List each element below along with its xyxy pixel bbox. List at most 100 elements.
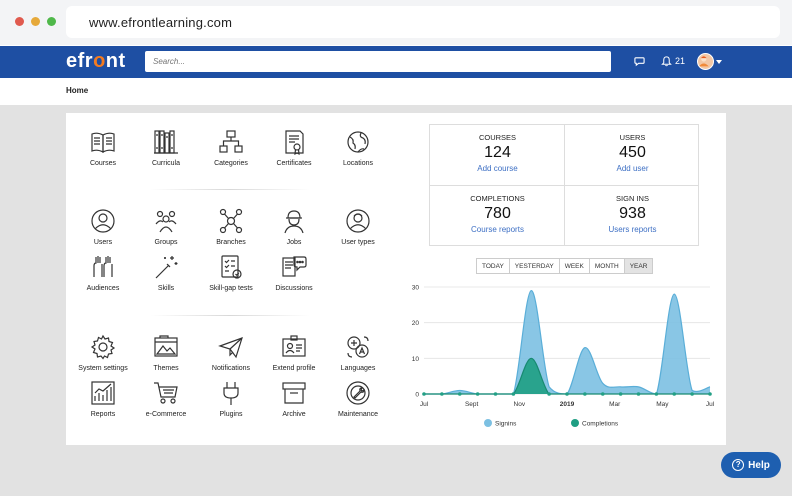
tile-label: Discussions [275,285,313,292]
stat-value: 780 [484,205,511,222]
tile-label: Themes [153,365,179,372]
address-bar-url: www.efrontlearning.com [89,15,233,30]
tile-audiences[interactable]: Audiences [68,253,138,292]
tile-label: Notifications [211,365,251,372]
tile-label: Certificates [276,160,312,167]
x-tick-label: Mar [609,401,621,408]
stat-courses: COURSES 124 Add course [430,125,565,186]
tile-user-types[interactable]: User types [323,207,393,246]
globe-icon [347,131,369,153]
tile-branches[interactable]: Branches [196,207,266,246]
question-icon: ? [732,459,745,471]
tile-groups[interactable]: Groups [131,207,201,246]
data-point [654,392,659,396]
tile-archive[interactable]: Archive [259,379,329,418]
chat-icon[interactable] [634,56,645,67]
language-icon [347,336,369,358]
y-tick-label: 20 [412,320,420,327]
data-point [600,392,605,396]
tile-label: Extend profile [272,365,316,372]
wrench-gear-icon [346,381,370,405]
tile-maintenance[interactable]: Maintenance [323,379,393,418]
tile-label: Languages [340,365,376,372]
add-user-link[interactable]: Add user [616,164,649,173]
stat-value: 450 [619,144,646,161]
data-point [636,392,641,396]
period-today-button[interactable]: TODAY [477,259,510,273]
app-header: efront 21 [0,46,792,78]
course-reports-link[interactable]: Course reports [471,225,524,234]
address-bar[interactable]: www.efrontlearning.com [66,6,780,38]
tile-discussions[interactable]: Discussions [259,253,329,292]
maximize-window-button[interactable] [47,17,56,26]
data-point [565,392,569,396]
tile-label: Users [93,239,113,246]
data-point [457,392,462,396]
tile-plugins[interactable]: Plugins [196,379,266,418]
period-week-button[interactable]: WEEK [559,259,590,273]
tile-languages[interactable]: Languages [323,333,393,372]
tile-ecommerce[interactable]: e-Commerce [131,379,201,418]
tile-label: Courses [89,160,117,167]
browser-chrome: www.efrontlearning.com [0,0,792,45]
series-area-0 [424,290,710,394]
tile-label: Locations [343,160,373,167]
tile-label: Categories [214,160,248,167]
paper-plane-icon [218,337,243,359]
data-point [690,392,694,396]
tile-label: Groups [154,239,178,246]
users-reports-link[interactable]: Users reports [608,225,657,234]
chevron-down-icon[interactable] [716,60,722,64]
checklist-icon [221,255,242,279]
help-button[interactable]: ? Help [721,452,781,478]
tile-notifications[interactable]: Notifications [196,333,266,372]
period-month-button[interactable]: MONTH [589,259,625,273]
x-tick-label: Nov [514,401,526,408]
tile-label: Skill-gap tests [209,285,253,292]
add-course-link[interactable]: Add course [477,164,518,173]
tile-courses[interactable]: Courses [68,128,138,167]
x-tick-label: Sept [465,401,479,408]
theme-icon [154,335,178,357]
tile-label: Plugins [219,411,243,418]
tile-label: Reports [90,411,116,418]
tile-certificates[interactable]: Certificates [259,128,329,167]
bell-icon[interactable] [661,55,672,67]
data-point [475,392,480,396]
tile-themes[interactable]: Themes [131,333,201,372]
tile-skill-gap-tests[interactable]: Skill-gap tests [196,253,266,292]
stat-title: USERS [619,133,646,142]
legend-swatch [571,419,579,427]
tile-extend-profile[interactable]: Extend profile [259,333,329,372]
tile-jobs[interactable]: Jobs [259,207,329,246]
efront-logo[interactable]: efront [66,50,126,72]
tile-label: Archive [282,411,306,418]
period-year-button[interactable]: YEAR [624,259,653,273]
tile-categories[interactable]: Categories [196,128,266,167]
legend-label: Completions [582,421,619,428]
close-window-button[interactable] [15,17,24,26]
bookshelf-icon [154,130,178,154]
period-yesterday-button[interactable]: YESTERDAY [509,259,560,273]
tile-locations[interactable]: Locations [323,128,393,167]
tile-label: Maintenance [337,411,379,418]
search-input[interactable] [145,51,611,72]
tile-label: System settings [78,365,128,372]
certificate-icon [285,130,304,156]
avatar[interactable] [697,53,714,70]
tile-reports[interactable]: Reports [68,379,138,418]
tile-curricula[interactable]: Curricula [131,128,201,167]
stat-title: COMPLETIONS [470,194,525,203]
minimize-window-button[interactable] [31,17,40,26]
tile-skills[interactable]: Skills [131,253,201,292]
divider [430,185,698,186]
breadcrumb-home[interactable]: Home [66,86,89,95]
divider [150,315,310,316]
network-icon [219,208,243,234]
tile-system-settings[interactable]: System settings [68,333,138,372]
hierarchy-icon [219,130,243,153]
x-tick-label: 2019 [560,401,575,408]
data-point [422,392,426,396]
notification-count: 21 [675,56,686,66]
tile-users[interactable]: Users [68,207,138,246]
